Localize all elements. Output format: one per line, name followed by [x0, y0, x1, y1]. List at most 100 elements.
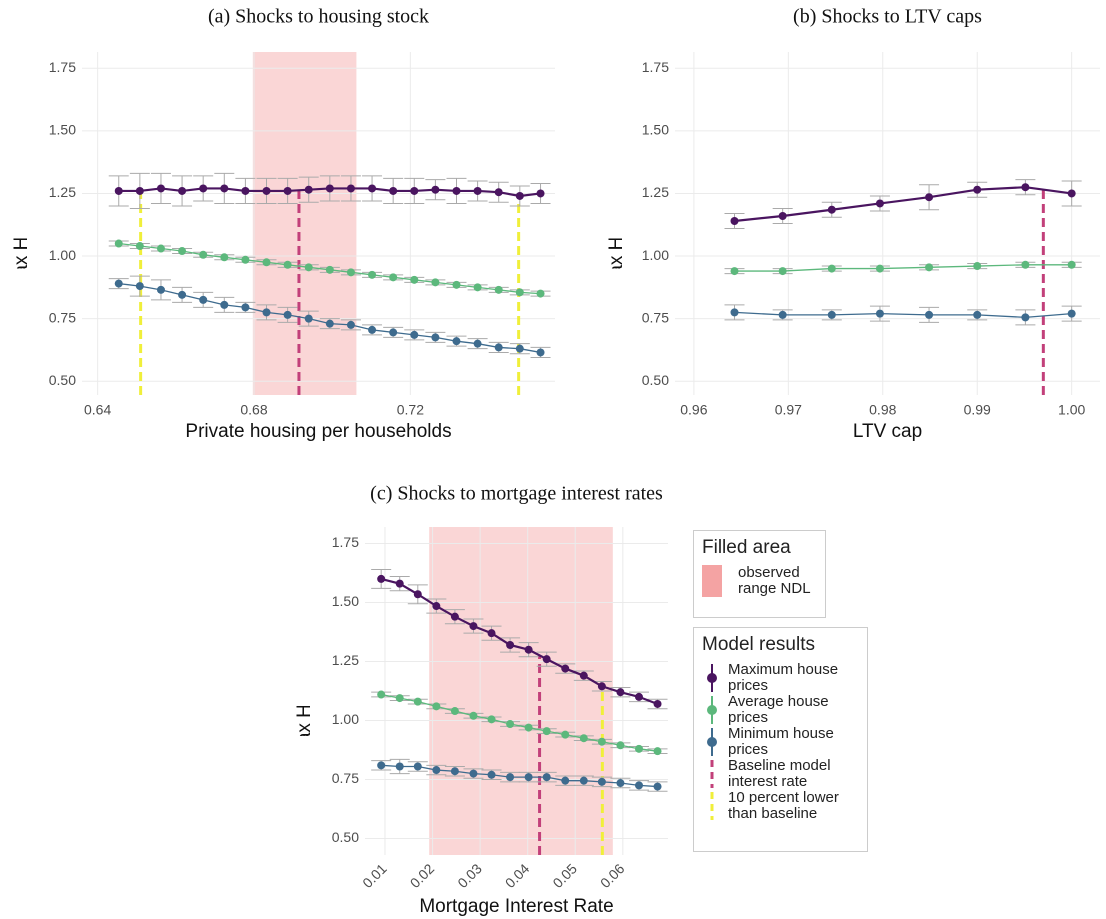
legend-item: Minimum house prices — [702, 726, 859, 758]
point — [241, 303, 250, 312]
legend-key — [710, 792, 714, 820]
point — [262, 186, 271, 195]
panel-title: (a) Shocks to housing stock — [208, 6, 429, 28]
point — [597, 682, 606, 691]
legend-key — [707, 696, 717, 724]
point — [431, 333, 440, 342]
point — [304, 314, 313, 323]
legend-key — [702, 565, 722, 597]
point — [973, 262, 982, 271]
y-tick-label: 0.50 — [642, 372, 669, 388]
point — [431, 185, 440, 194]
point — [220, 253, 229, 262]
point — [220, 184, 229, 193]
point — [432, 766, 441, 775]
point — [395, 694, 404, 703]
point — [346, 184, 355, 193]
series-line — [381, 764, 658, 788]
point — [634, 692, 643, 701]
point — [368, 325, 377, 334]
point — [827, 205, 836, 214]
point — [542, 727, 551, 736]
point — [413, 590, 422, 599]
point — [156, 244, 165, 253]
point — [494, 343, 503, 352]
point — [410, 186, 419, 195]
y-tick-label: 1.00 — [49, 247, 76, 263]
point — [730, 267, 739, 276]
point — [283, 186, 292, 195]
point — [199, 250, 208, 259]
point — [730, 308, 739, 317]
point — [377, 761, 386, 770]
legend-label: Baseline model interest rate — [728, 757, 831, 790]
point — [389, 328, 398, 337]
point — [325, 265, 334, 274]
point — [450, 612, 459, 621]
point — [156, 285, 165, 294]
y-tick-label: 0.75 — [642, 309, 669, 325]
point — [450, 707, 459, 716]
point — [1021, 183, 1030, 192]
point — [241, 255, 250, 264]
panel-title: (c) Shocks to mortgage interest rates — [370, 483, 663, 505]
point — [925, 263, 934, 272]
y-axis-title: Min – Mean – Max House Price Index — [294, 562, 315, 879]
y-axis-title: Min – Mean – Max House Price Index — [606, 95, 627, 412]
legend-label: Minimum house prices — [728, 725, 834, 758]
point — [325, 184, 334, 193]
legend-title: Model results — [702, 634, 815, 655]
point — [579, 734, 588, 743]
filled-area — [429, 527, 613, 855]
point — [377, 690, 386, 699]
point — [653, 747, 662, 756]
point — [304, 185, 313, 194]
y-tick-label: 1.25 — [642, 184, 669, 200]
y-tick-label: 1.25 — [49, 184, 76, 200]
legend-item: Average house prices — [702, 694, 859, 726]
point — [262, 258, 271, 267]
point — [506, 720, 515, 729]
series-line — [734, 186, 1072, 223]
point — [241, 186, 250, 195]
point — [1067, 260, 1076, 269]
legend-dot — [707, 673, 717, 683]
legend-dot — [707, 705, 717, 715]
point — [597, 777, 606, 786]
x-tick-label: 0.99 — [964, 402, 991, 418]
x-tick-label: 1.00 — [1058, 402, 1085, 418]
point — [410, 275, 419, 284]
point — [542, 655, 551, 664]
point — [395, 762, 404, 771]
point — [368, 184, 377, 193]
legend-label: Average house prices — [728, 693, 829, 726]
point — [377, 574, 386, 583]
legend-title: Filled area — [702, 537, 791, 558]
legend: Model results Maximum house prices Average… — [693, 627, 868, 852]
point — [634, 781, 643, 790]
x-tick-label: 0.04 — [502, 860, 533, 891]
point — [875, 199, 884, 208]
point — [432, 702, 441, 711]
point — [536, 348, 545, 357]
y-tick-label: 0.50 — [49, 372, 76, 388]
point — [325, 319, 334, 328]
x-tick-label: 0.98 — [869, 402, 896, 418]
point — [542, 773, 551, 782]
legend-label: Maximum house prices — [728, 661, 839, 694]
legend-item: observed range NDL — [702, 565, 817, 597]
point — [432, 602, 441, 611]
point — [346, 320, 355, 329]
point — [262, 308, 271, 317]
y-tick-label: 1.75 — [332, 534, 359, 550]
point — [653, 699, 662, 708]
point — [973, 310, 982, 319]
legend-item: 10 percent lower than baseline — [702, 790, 859, 822]
point — [1067, 189, 1076, 198]
x-axis-title: LTV cap — [853, 421, 922, 442]
point — [304, 263, 313, 272]
point — [925, 193, 934, 202]
point — [616, 741, 625, 750]
x-tick-label: 0.96 — [680, 402, 707, 418]
point — [389, 186, 398, 195]
